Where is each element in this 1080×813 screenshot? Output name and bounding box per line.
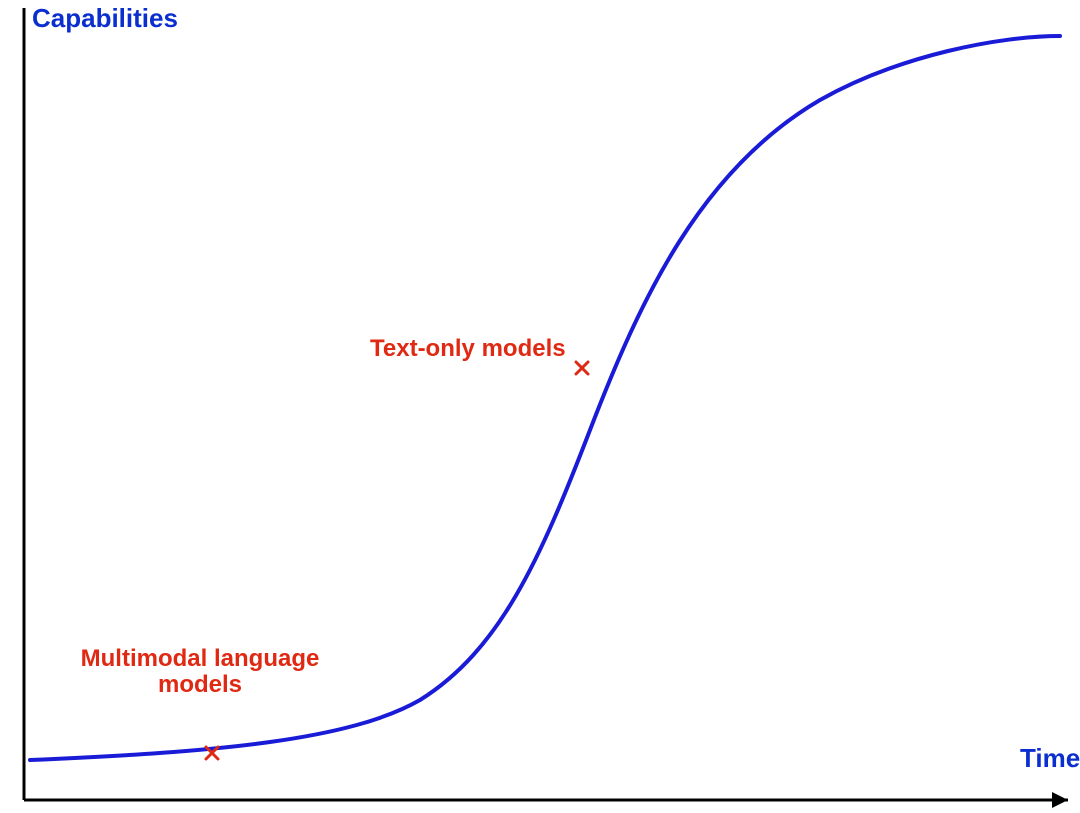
capabilities-vs-time-chart: CapabilitiesTimeMultimodal language mode… bbox=[0, 0, 1080, 813]
chart-svg bbox=[0, 0, 1080, 813]
chart-background bbox=[0, 0, 1080, 813]
